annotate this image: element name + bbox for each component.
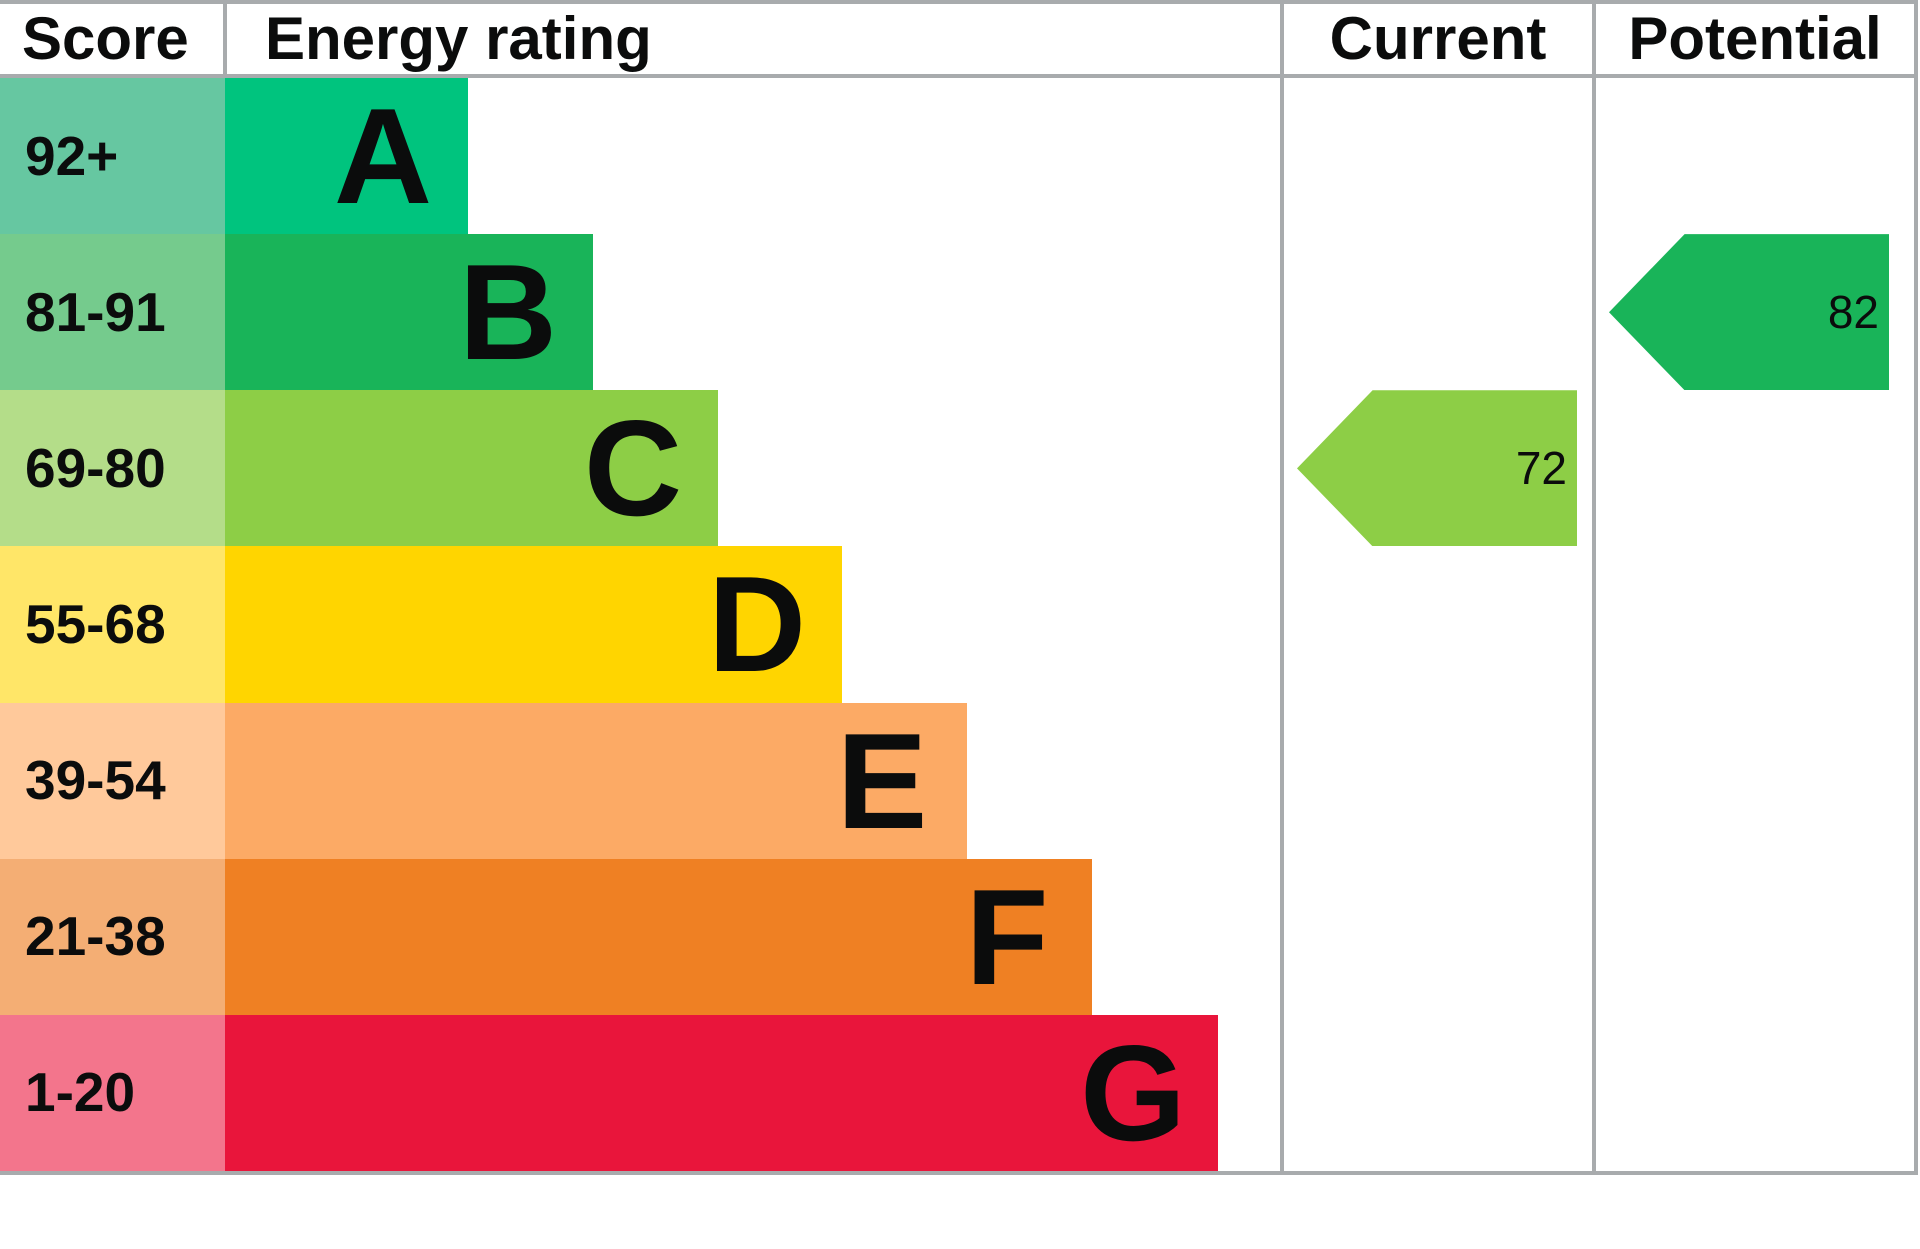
header-energy-rating: Energy rating [227, 4, 1284, 74]
current-column: 72 [1284, 78, 1596, 1171]
bands-column: 92+ A 81-91 B 69-80 C 55-68 D 39-54 E 21-38 F 1-20 G [0, 78, 1284, 1171]
header-potential: Potential [1596, 4, 1918, 74]
potential-rating-arrow: 82 [1609, 234, 1889, 391]
score-cell-b: 81-91 [0, 234, 225, 391]
band-row-c: 69-80 C [0, 390, 1280, 547]
epc-rating-chart: Score Energy rating Current Potential 92… [0, 0, 1918, 1175]
current-rating-arrow: 72 [1297, 390, 1577, 547]
band-letter-d: D [707, 548, 807, 701]
score-cell-g: 1-20 [0, 1014, 225, 1171]
band-bar-a: A [225, 78, 468, 235]
band-bar-f: F [225, 858, 1092, 1015]
band-bar-b: B [225, 234, 593, 391]
band-letter-e: E [836, 704, 928, 857]
band-letter-f: F [965, 860, 1049, 1013]
band-row-f: 21-38 F [0, 858, 1280, 1015]
score-cell-c: 69-80 [0, 390, 225, 547]
band-row-d: 55-68 D [0, 546, 1280, 703]
band-bar-d: D [225, 546, 842, 703]
potential-column: 82 [1596, 78, 1918, 1171]
current-rating-value: 72 [1515, 442, 1567, 495]
score-cell-f: 21-38 [0, 858, 225, 1015]
header-score: Score [0, 4, 227, 74]
score-cell-a: 92+ [0, 78, 225, 235]
table-header: Score Energy rating Current Potential [0, 0, 1918, 78]
band-bar-e: E [225, 702, 967, 859]
band-row-g: 1-20 G [0, 1014, 1280, 1171]
potential-rating-value: 82 [1827, 286, 1879, 339]
score-cell-e: 39-54 [0, 702, 225, 859]
header-current: Current [1284, 4, 1596, 74]
score-cell-d: 55-68 [0, 546, 225, 703]
band-row-a: 92+ A [0, 78, 1280, 235]
band-letter-a: A [333, 80, 433, 233]
band-row-e: 39-54 E [0, 702, 1280, 859]
band-bar-g: G [225, 1014, 1218, 1171]
band-row-b: 81-91 B [0, 234, 1280, 391]
band-letter-b: B [458, 236, 558, 389]
band-letter-g: G [1080, 1016, 1186, 1169]
band-bar-c: C [225, 390, 718, 547]
band-letter-c: C [583, 392, 683, 545]
table-body: 92+ A 81-91 B 69-80 C 55-68 D 39-54 E 21-38 F 1-20 G … [0, 78, 1918, 1175]
